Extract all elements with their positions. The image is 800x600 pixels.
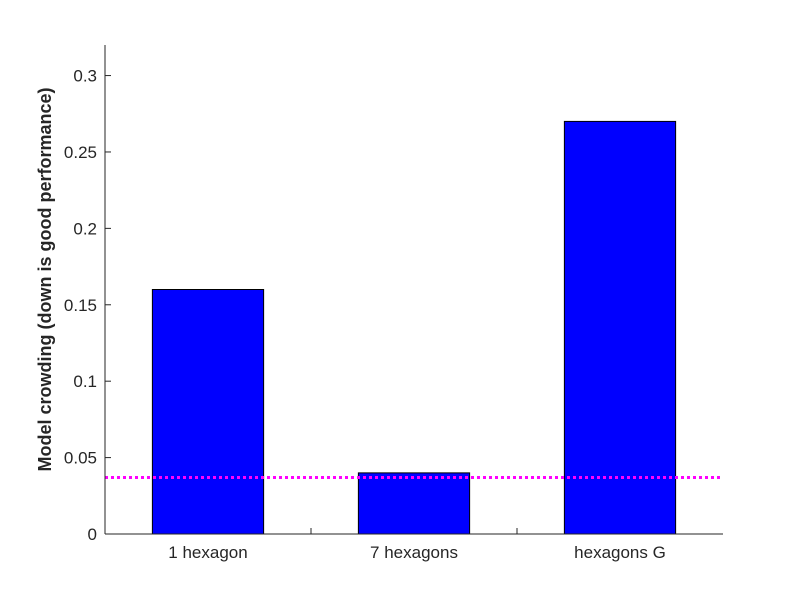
y-axis-label: Model crowding (down is good performance…: [35, 87, 55, 471]
y-tick-label-3: 0.15: [64, 296, 97, 315]
bars-group: [151, 120, 677, 535]
x-tick-label-2: hexagons G: [574, 543, 666, 562]
y-tick-label-6: 0.3: [73, 67, 97, 86]
x-tick-label-1: 7 hexagons: [370, 543, 458, 562]
x-ticks-group: 1 hexagon 7 hexagons hexagons G: [168, 528, 666, 562]
bar-0: [151, 289, 265, 535]
y-tick-label-4: 0.2: [73, 219, 97, 238]
x-tick-label-0: 1 hexagon: [168, 543, 247, 562]
y-tick-label-1: 0.05: [64, 449, 97, 468]
y-tick-label-5: 0.25: [64, 143, 97, 162]
y-tick-label-0: 0: [88, 525, 97, 544]
bar-2: [563, 120, 677, 535]
y-tick-label-2: 0.1: [73, 372, 97, 391]
axes-group: [104, 45, 723, 535]
bar-1: [357, 472, 471, 535]
y-ticks-group: 0 0.05 0.1 0.15 0.2 0.25 0.3: [64, 67, 111, 544]
